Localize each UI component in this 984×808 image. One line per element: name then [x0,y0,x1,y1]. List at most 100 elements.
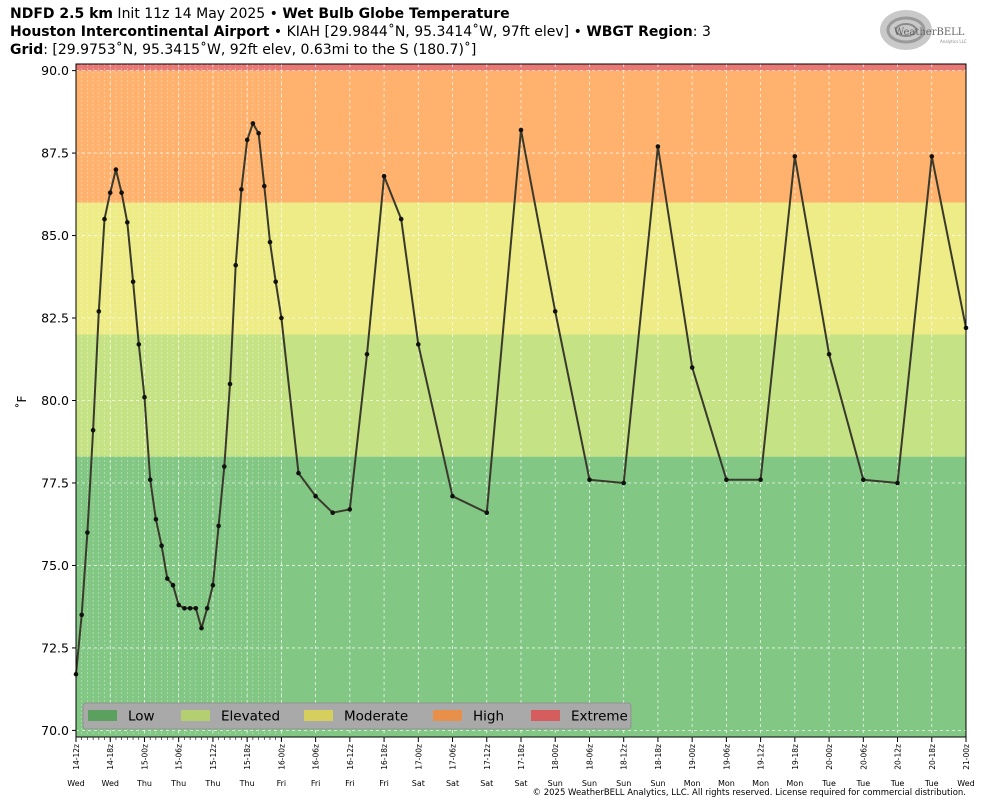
band-extreme [76,64,966,71]
data-point [655,144,661,149]
x-day-label: Mon [684,779,701,788]
data-point [826,352,832,357]
data-point [347,507,353,512]
data-point [621,480,626,486]
x-tick-label: 14-18z [106,744,115,770]
chart-title: Wet Bulb Globe Temperature [282,6,510,22]
x-day-label: Tue [890,779,905,788]
x-day-label: Fri [379,779,389,788]
plot-frame [75,63,967,738]
y-tick-label: 90.0 [41,63,69,78]
y-axis-label: ˚F [14,395,29,408]
data-point [107,190,113,195]
legend-box [82,702,632,730]
data-point [199,625,204,631]
y-tick-label: 80.0 [41,393,69,408]
grid-label: Grid [10,42,44,58]
data-point [153,517,159,522]
x-tick-label: 14-12z [72,744,81,770]
data-point [262,183,267,189]
data-point [85,530,90,535]
x-day-label: Sun [582,779,597,788]
y-axis: 70.0 72.5 75.0 77.5 80.0 82.5 85.0 87.5 90.0 [41,63,76,738]
data-point [204,606,210,611]
data-point [929,154,935,159]
x-day-label: Mon [752,779,769,788]
wbgt-series [73,121,969,677]
x-day-label: Mon [786,779,803,788]
legend-swatch-extreme [531,710,560,721]
header-line-2: Houston Intercontinental Airport • KIAH … [10,23,711,41]
data-point [90,427,96,433]
x-day-label: Thu [170,779,186,788]
x-day-label: Sat [412,779,425,788]
station-name: Houston Intercontinental Airport [10,24,270,40]
data-point [244,137,250,143]
x-tick-label: 19-18z [791,744,800,770]
station-info: • KIAH [29.9844˚N, 95.3414˚W, 97ft elev]… [269,24,587,40]
x-tick-label: 16-12z [346,744,355,770]
x-day-label: Tue [855,779,870,788]
legend-label-extreme: Extreme [571,709,628,725]
legend-label-elevated: Elevated [221,709,280,725]
x-day-label: Sun [650,779,665,788]
x-tick-label: 16-00z [277,744,286,770]
data-point [552,309,558,314]
x-day-label: Fri [345,779,355,788]
x-tick-label: 20-00z [825,744,834,770]
y-tick-label: 82.5 [41,311,69,326]
data-point [159,543,164,548]
x-tick-label: 15-06z [175,744,184,770]
major-gridlines [75,64,967,737]
header-line-3: Grid: [29.9753˚N, 95.3415˚W, 92ft elev, … [10,41,711,59]
x-day-label: Sat [480,779,493,788]
x-tick-label: 18-18z [654,744,663,770]
data-point [239,187,244,192]
data-point [792,154,798,159]
x-tick-label: 15-18z [243,744,252,770]
y-tick-label: 75.0 [41,558,69,573]
logo-subtext: Analytics LLC [940,39,967,44]
data-point [96,309,102,314]
x-day-label: Fri [277,779,287,788]
x-tick-label: 16-18z [380,744,389,770]
data-point [233,262,238,268]
x-tick-label: 20-06z [859,744,868,770]
x-tick-label: 17-18z [517,744,526,770]
data-point [416,342,421,347]
x-day-label: Thu [136,779,152,788]
data-point [147,477,153,483]
x-tick-label: 17-00z [414,744,423,770]
data-point [125,220,130,225]
x-tick-label: 18-12z [620,744,629,770]
data-point [895,480,900,486]
x-day-label: Wed [67,779,84,788]
data-point [381,173,387,179]
data-point [165,576,170,581]
data-point [210,582,216,588]
data-point [119,190,124,195]
x-day-label: Thu [204,779,220,788]
data-point [142,394,147,400]
x-tick-label: 15-12z [209,744,218,770]
data-point [170,582,176,588]
data-point [273,279,279,285]
y-tick-label: 87.5 [41,146,69,161]
data-point [313,493,318,499]
data-point [758,477,763,483]
x-day-label: Wed [102,779,119,788]
x-tick-label: 16-06z [312,744,321,770]
x-day-label: Sun [548,779,563,788]
legend: Low Elevated Moderate High Extreme [82,702,632,730]
data-point [193,606,199,611]
data-point [267,239,273,245]
data-point [176,602,181,608]
y-tick-label: 72.5 [41,640,69,655]
x-tick-label: 15-00z [140,744,149,770]
data-point [182,606,187,611]
legend-swatch-low [88,710,117,721]
data-point [250,121,256,126]
data-point [102,216,107,222]
data-point [484,510,490,515]
